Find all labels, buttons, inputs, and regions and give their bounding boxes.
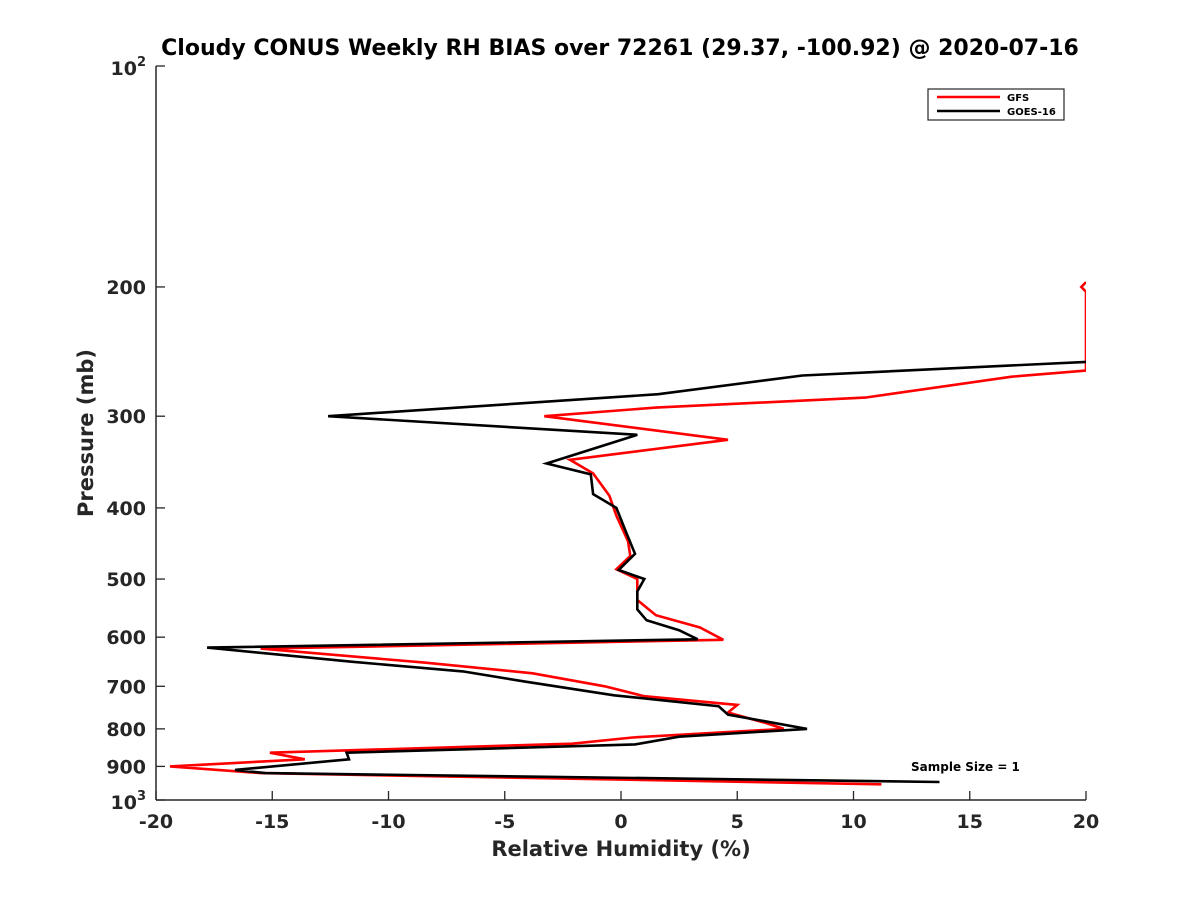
series-line-gfs <box>169 281 1086 786</box>
y-axis-label: Pressure (mb) <box>74 349 98 517</box>
x-tick-label: 10 <box>840 811 866 833</box>
x-tick-label: 15 <box>957 811 983 833</box>
legend: GFS GOES-16 <box>927 88 1065 121</box>
y-tick-label: 600 <box>106 627 146 649</box>
y-tick-label: 900 <box>106 756 146 778</box>
sample-size-annotation: Sample Size = 1 <box>911 760 1020 774</box>
x-tick-label: 0 <box>614 811 627 833</box>
y-tick-label: 800 <box>106 719 146 741</box>
x-axis-label: Relative Humidity (%) <box>491 837 750 861</box>
y-tick-label: 700 <box>106 676 146 698</box>
legend-goes-label: GOES-16 <box>1007 107 1056 118</box>
series-line-goes-16 <box>206 360 1086 784</box>
y-tick-label: 500 <box>106 569 146 591</box>
x-tick-label: -10 <box>371 811 405 833</box>
y-tick-label: 200 <box>106 277 146 299</box>
x-tick-label: -20 <box>139 811 173 833</box>
x-tick-label: -15 <box>255 811 289 833</box>
legend-gfs-label: GFS <box>1007 93 1029 104</box>
x-tick-label: 20 <box>1073 811 1099 833</box>
series-layer <box>169 281 1086 786</box>
x-tick-label: -5 <box>494 811 515 833</box>
x-tick-label: 5 <box>731 811 744 833</box>
y-tick-label: 300 <box>106 406 146 428</box>
chart-title: Cloudy CONUS Weekly RH BIAS over 72261 (… <box>161 36 1079 61</box>
legend-box <box>927 88 1065 121</box>
x-ticks: -20 -15 -10 -5 0 5 10 15 20 <box>139 791 1099 833</box>
y-tick-label: 400 <box>106 498 146 520</box>
